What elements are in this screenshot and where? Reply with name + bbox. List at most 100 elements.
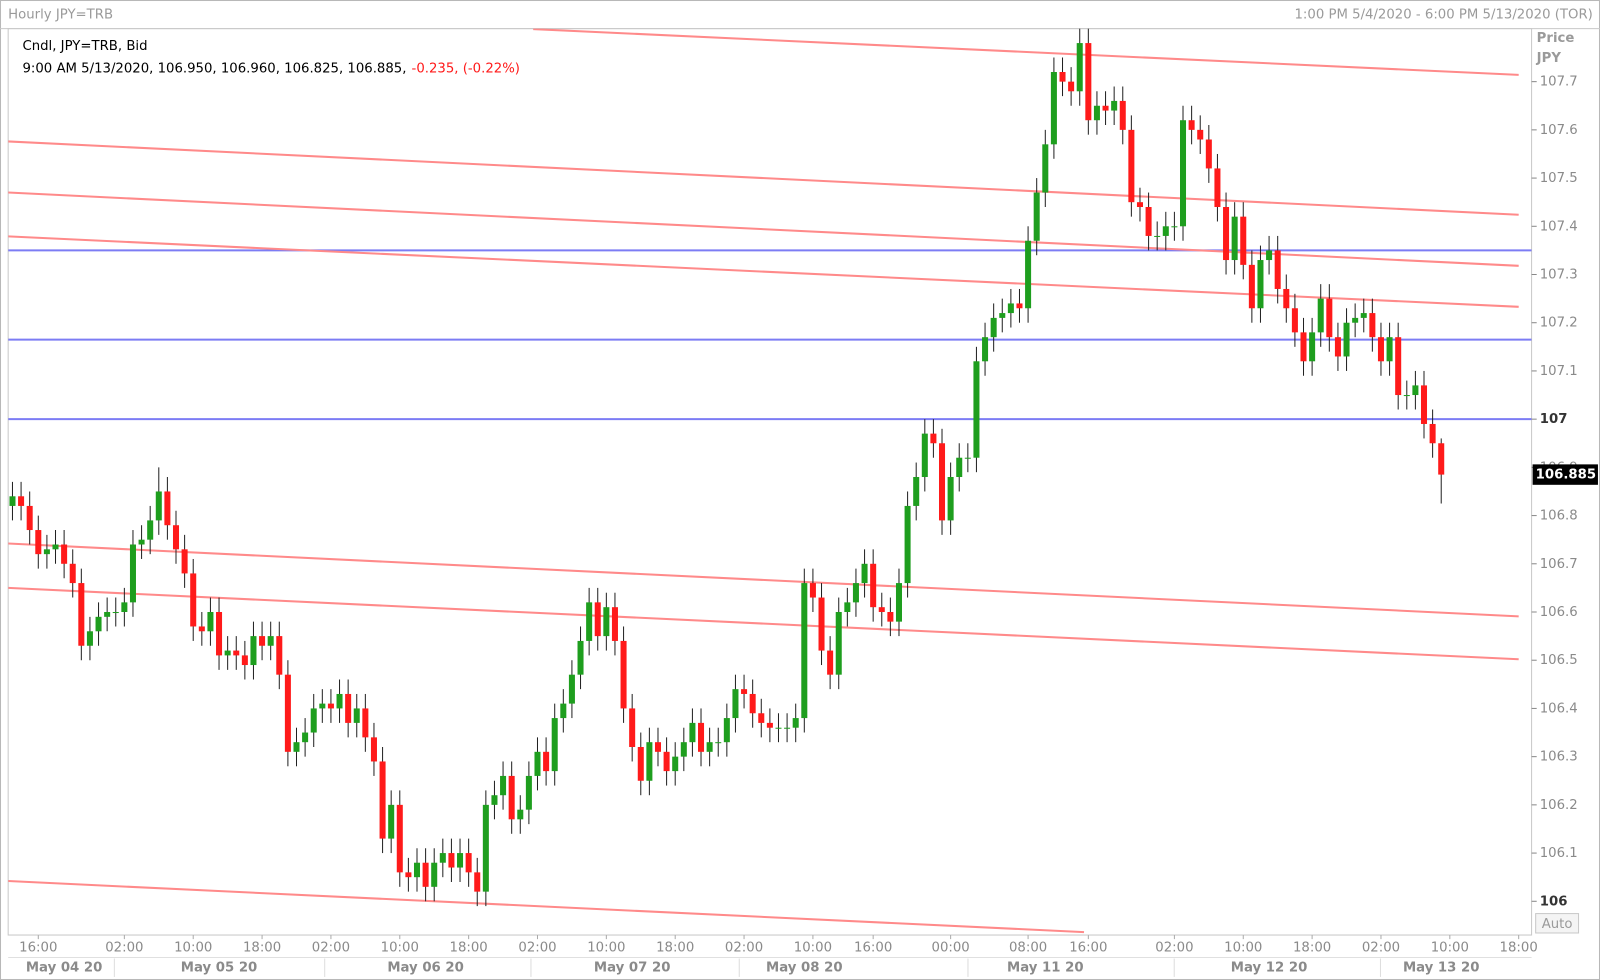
- x-tick-label: 18:00: [1500, 940, 1538, 955]
- candle-body: [1334, 337, 1341, 357]
- x-tick-label: 02:00: [105, 940, 143, 955]
- candle-body: [181, 549, 188, 574]
- candle-body: [284, 674, 291, 752]
- candle-body: [646, 742, 653, 781]
- candle-body: [345, 693, 352, 723]
- candle-body: [792, 718, 799, 728]
- y-tick-label: 106.8: [1540, 509, 1578, 524]
- candle-body: [405, 872, 412, 878]
- candle-body: [1050, 72, 1057, 145]
- candle-body: [164, 491, 171, 526]
- candle-body: [732, 689, 739, 719]
- trend-line: [8, 140, 1519, 216]
- day-separators: [113, 958, 1381, 977]
- x-tick-label: 10:00: [794, 940, 832, 955]
- candle-body: [1205, 139, 1212, 169]
- auto-button[interactable]: [1535, 913, 1580, 934]
- candle-body: [61, 544, 68, 564]
- candle-body: [396, 804, 403, 873]
- candle-body: [758, 713, 765, 723]
- trend-line: [8, 542, 1519, 618]
- candle-body: [560, 703, 567, 719]
- candle-body: [689, 722, 696, 743]
- date-label: May 05 20: [181, 961, 258, 976]
- candle-body: [1068, 81, 1075, 92]
- candle-body: [1016, 303, 1023, 309]
- candle-body: [1223, 207, 1230, 261]
- candle-body: [939, 443, 946, 521]
- candle-body: [1076, 43, 1083, 92]
- candle-body: [207, 612, 214, 632]
- candle-body: [310, 708, 317, 733]
- y-tick-label: 107.3: [1540, 268, 1578, 283]
- candle-body: [534, 751, 541, 776]
- y-tick-label: 107: [1540, 412, 1568, 427]
- candle-body: [723, 718, 730, 743]
- candle-body: [1188, 120, 1195, 130]
- x-tick-label: 02:00: [1362, 940, 1400, 955]
- candle-body: [715, 742, 722, 744]
- candle-body: [982, 337, 989, 362]
- candle-body: [1386, 337, 1393, 362]
- candle-body: [835, 612, 842, 675]
- candle-body: [1119, 100, 1126, 130]
- candle-body: [474, 872, 481, 892]
- candle-body: [921, 433, 928, 478]
- candle-body: [482, 804, 489, 892]
- y-tick-label: 107.1: [1540, 364, 1578, 379]
- x-tick-label: 18:00: [243, 940, 281, 955]
- candle-body: [1042, 144, 1049, 193]
- candle-body: [1369, 313, 1376, 338]
- candle-body: [86, 631, 93, 646]
- candle-body: [878, 607, 885, 613]
- candle-body: [319, 703, 326, 709]
- candle-body: [1429, 423, 1436, 444]
- y-tick-label: 106.3: [1540, 750, 1578, 765]
- candle-body: [999, 313, 1006, 318]
- candle-body: [147, 520, 154, 540]
- candle-body: [741, 689, 748, 694]
- candle-body: [637, 747, 644, 781]
- candle-body: [1111, 100, 1118, 111]
- candle-body: [1326, 298, 1333, 338]
- candle-body: [1309, 332, 1316, 362]
- candle-body: [620, 640, 627, 709]
- candle-body: [964, 457, 971, 459]
- x-tick-label: 00:00: [932, 940, 970, 955]
- candle-body: [818, 597, 825, 651]
- candle-body: [1403, 395, 1410, 397]
- candle-body: [827, 650, 834, 675]
- trend-line: [533, 28, 1519, 76]
- candle-body: [611, 607, 618, 641]
- candle-body: [465, 853, 472, 873]
- candle-body: [1412, 385, 1419, 396]
- candle-body: [327, 703, 334, 709]
- candle-body: [603, 607, 610, 637]
- candle-body: [190, 573, 197, 627]
- candle-body: [1438, 443, 1445, 475]
- date-label: May 13 20: [1403, 961, 1480, 976]
- range-label: 1:00 PM 5/4/2020 - 6:00 PM 5/13/2020 (TO…: [1294, 7, 1592, 22]
- candle-body: [1283, 288, 1290, 309]
- candle-body: [801, 583, 808, 719]
- date-label: May 11 20: [1007, 961, 1084, 976]
- candle-body: [1059, 72, 1066, 82]
- candle-body: [517, 809, 524, 820]
- quote-change: -0.235, (-0.22%): [412, 61, 520, 76]
- candle-body: [784, 727, 791, 729]
- candle-body: [1343, 322, 1350, 357]
- candle-body: [508, 775, 515, 820]
- candle-body: [870, 563, 877, 608]
- candle-body: [1257, 260, 1264, 309]
- candle-body: [525, 775, 532, 810]
- candle-body: [138, 539, 145, 545]
- candle-body: [1231, 216, 1238, 261]
- legend-title: Cndl, JPY=TRB, Bid: [22, 39, 147, 54]
- date-label: May 07 20: [594, 961, 671, 976]
- auto-button-label[interactable]: Auto: [1542, 917, 1573, 932]
- candle-body: [216, 612, 223, 656]
- x-tick-label: 10:00: [1431, 940, 1469, 955]
- candle-body: [95, 616, 102, 632]
- quote-values: 9:00 AM 5/13/2020, 106.950, 106.960, 106…: [22, 61, 406, 76]
- candle-body: [370, 737, 377, 762]
